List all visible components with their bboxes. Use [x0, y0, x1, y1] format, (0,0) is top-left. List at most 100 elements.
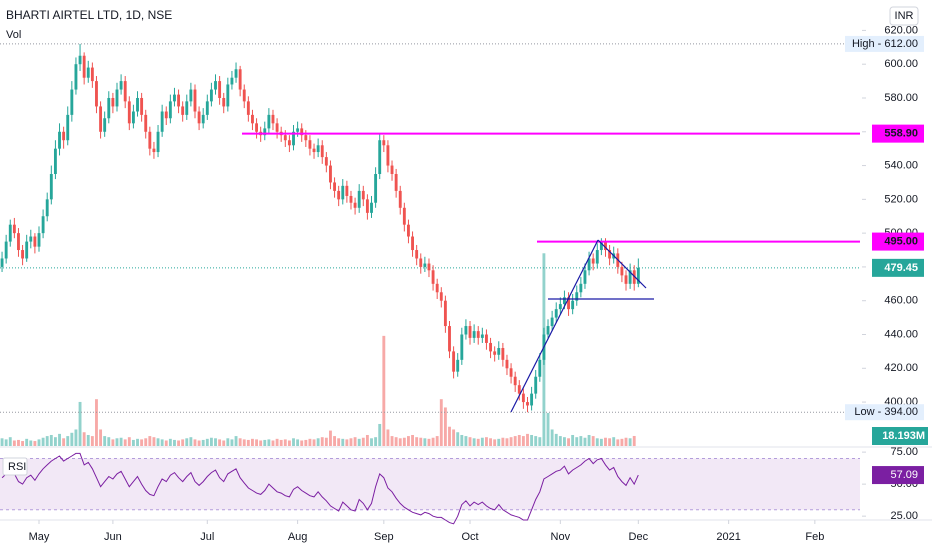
- volume-bar: [468, 437, 472, 446]
- volume-bar: [620, 438, 624, 446]
- rsi-band: [0, 458, 860, 510]
- x-tick-label: May: [29, 531, 50, 543]
- candle-body: [201, 114, 205, 124]
- volume-bar: [530, 434, 534, 446]
- volume-bar: [29, 440, 33, 446]
- x-tick-label: Nov: [551, 531, 571, 543]
- candle-body: [222, 97, 226, 107]
- candle-body: [485, 334, 488, 343]
- candle-body: [480, 334, 484, 338]
- rsi-value-label: 57.09: [890, 469, 918, 481]
- volume-bar: [333, 436, 336, 446]
- candle-body: [378, 140, 382, 175]
- candle-body: [251, 114, 254, 124]
- y-tick-label: 540.00: [884, 159, 918, 171]
- candle-body: [197, 111, 201, 124]
- volume-bar: [115, 438, 119, 446]
- candle-body: [624, 275, 628, 284]
- volume-bar: [33, 441, 37, 446]
- currency-box[interactable]: [889, 6, 919, 26]
- volume-bar: [485, 437, 488, 446]
- candle-body: [62, 131, 66, 141]
- candle-body: [583, 270, 587, 284]
- candle-body: [127, 101, 131, 124]
- volume-bar: [357, 438, 361, 446]
- volume-bar: [12, 440, 16, 446]
- candle-body: [398, 190, 402, 208]
- candle-body: [423, 263, 427, 267]
- candle-body: [78, 55, 82, 65]
- candle-body: [341, 185, 345, 200]
- volume-bar: [49, 434, 53, 446]
- candle-body: [312, 148, 316, 153]
- volume-bar: [489, 438, 492, 446]
- candle-body: [333, 182, 336, 191]
- marker-label: High - 612.00: [852, 38, 918, 50]
- y-tick-label: 600.00: [884, 58, 918, 70]
- volume-bar: [612, 437, 616, 446]
- volume-bar: [226, 438, 230, 446]
- volume-bar: [415, 437, 419, 446]
- candle-body: [554, 309, 558, 318]
- candle-body: [476, 331, 480, 338]
- volume-bar: [378, 423, 382, 446]
- volume-bar: [103, 436, 107, 446]
- candle-body: [628, 270, 632, 284]
- candle-body: [497, 348, 501, 355]
- candle-body: [365, 199, 369, 213]
- volume-bar: [374, 437, 378, 446]
- volume-bar: [324, 437, 328, 446]
- volume-bar: [398, 438, 402, 446]
- candle-body: [316, 145, 320, 153]
- volume-bar: [439, 399, 443, 446]
- candle-body: [193, 89, 197, 112]
- volume-bar: [337, 438, 341, 446]
- volume-bar: [99, 429, 103, 446]
- volume-bar: [275, 438, 279, 446]
- x-tick-label: Oct: [461, 531, 478, 543]
- volume-bar: [209, 437, 213, 446]
- rsi-tick-label: 25.00: [890, 510, 918, 522]
- rsi-badge: [872, 466, 924, 485]
- currency: INR: [895, 10, 914, 22]
- volume-bar: [251, 438, 254, 446]
- candle-body: [567, 297, 570, 310]
- candle-body: [296, 128, 300, 132]
- candle-body: [177, 94, 181, 107]
- last-price-label: 479.45: [884, 262, 918, 274]
- x-tick-label: Jun: [104, 531, 122, 543]
- volume-bar: [308, 438, 312, 446]
- volume-bar: [464, 436, 468, 446]
- volume-bar: [320, 437, 324, 446]
- candle-body: [12, 224, 16, 234]
- candle-body: [345, 185, 349, 196]
- volume-bar: [287, 440, 291, 446]
- volume-value-label: 18.193M: [882, 430, 925, 442]
- volume-bar: [164, 440, 168, 446]
- volume-bar: [283, 439, 287, 446]
- level-label: 495.00: [884, 235, 918, 247]
- volume-bar: [493, 439, 497, 446]
- volume-bar: [74, 429, 78, 446]
- candle-body: [526, 402, 529, 406]
- volume-bar: [443, 407, 447, 446]
- candle-body: [452, 351, 456, 372]
- volume-bar: [390, 436, 394, 446]
- candle-body: [168, 101, 172, 119]
- volume-bar: [353, 437, 357, 446]
- volume-bar: [361, 437, 365, 446]
- volume-bar: [189, 437, 193, 446]
- candle-body: [571, 300, 575, 310]
- volume-bar: [300, 440, 304, 446]
- volume-bar: [591, 436, 595, 446]
- candle-body: [173, 94, 176, 102]
- candle-body: [361, 190, 365, 200]
- candle-body: [131, 111, 135, 124]
- candle-body: [443, 300, 447, 327]
- candle-body: [509, 368, 513, 377]
- volume-bar: [329, 430, 332, 446]
- candle-body: [538, 359, 542, 377]
- volume-bar: [111, 439, 115, 446]
- volume-bar: [201, 439, 205, 446]
